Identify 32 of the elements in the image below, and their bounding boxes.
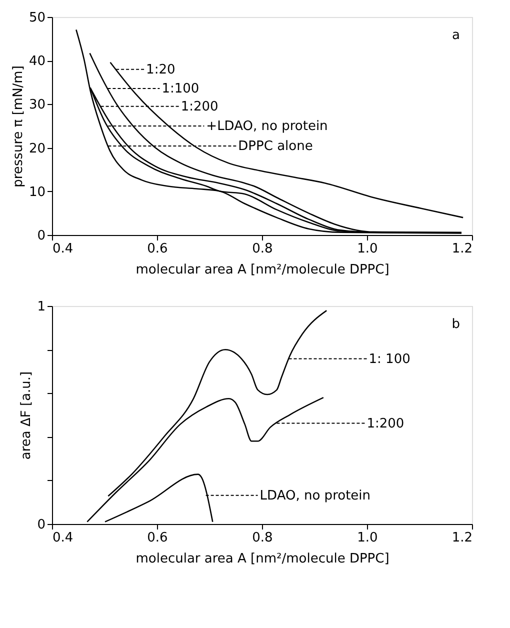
annotation: b [452,317,460,332]
annotation: 1:100 [162,82,200,96]
x-axis-title: molecular area A [nm²/molecule DPPC] [136,262,390,278]
y-tick-label: 0 [37,228,46,244]
x-tick-label: 1.2 [452,530,472,546]
annotation: +LDAO, no protein [206,119,328,134]
y-tick-label: 30 [28,98,46,113]
y-tick-label: 1 [37,300,46,314]
x-tick-label: 0.4 [52,242,74,256]
x-tick-label: 0.6 [147,242,168,256]
annotation: 1: 100 [368,352,410,367]
y-axis-title: area ΔF [a.u.] [19,371,34,460]
annotation: 1:20 [146,62,176,78]
x-tick-label: 1.2 [452,242,472,256]
annotation: a [452,28,460,43]
y-tick-label: 20 [28,141,46,156]
y-tick-label: 0 [37,518,46,532]
y-tick-label: 40 [28,54,46,70]
annotation: 1:200 [180,99,218,114]
y-axis-title: pressure π [mN/m] [10,66,26,188]
x-tick-label: 1.0 [357,530,378,546]
x-tick-label: 0.4 [52,530,74,546]
x-tick-label: 0.8 [252,530,273,546]
annotation: 1:200 [366,416,404,432]
x-axis-title: molecular area A [nm²/molecule DPPC] [136,552,390,566]
annotation: LDAO, no protein [260,488,371,504]
x-tick-label: 0.8 [252,242,273,256]
x-tick-label: 0.6 [147,530,168,546]
y-tick-label: 50 [28,10,46,26]
annotation: DPPC alone [238,139,313,154]
x-tick-label: 1.0 [357,242,378,256]
y-tick-label: 10 [28,184,46,200]
